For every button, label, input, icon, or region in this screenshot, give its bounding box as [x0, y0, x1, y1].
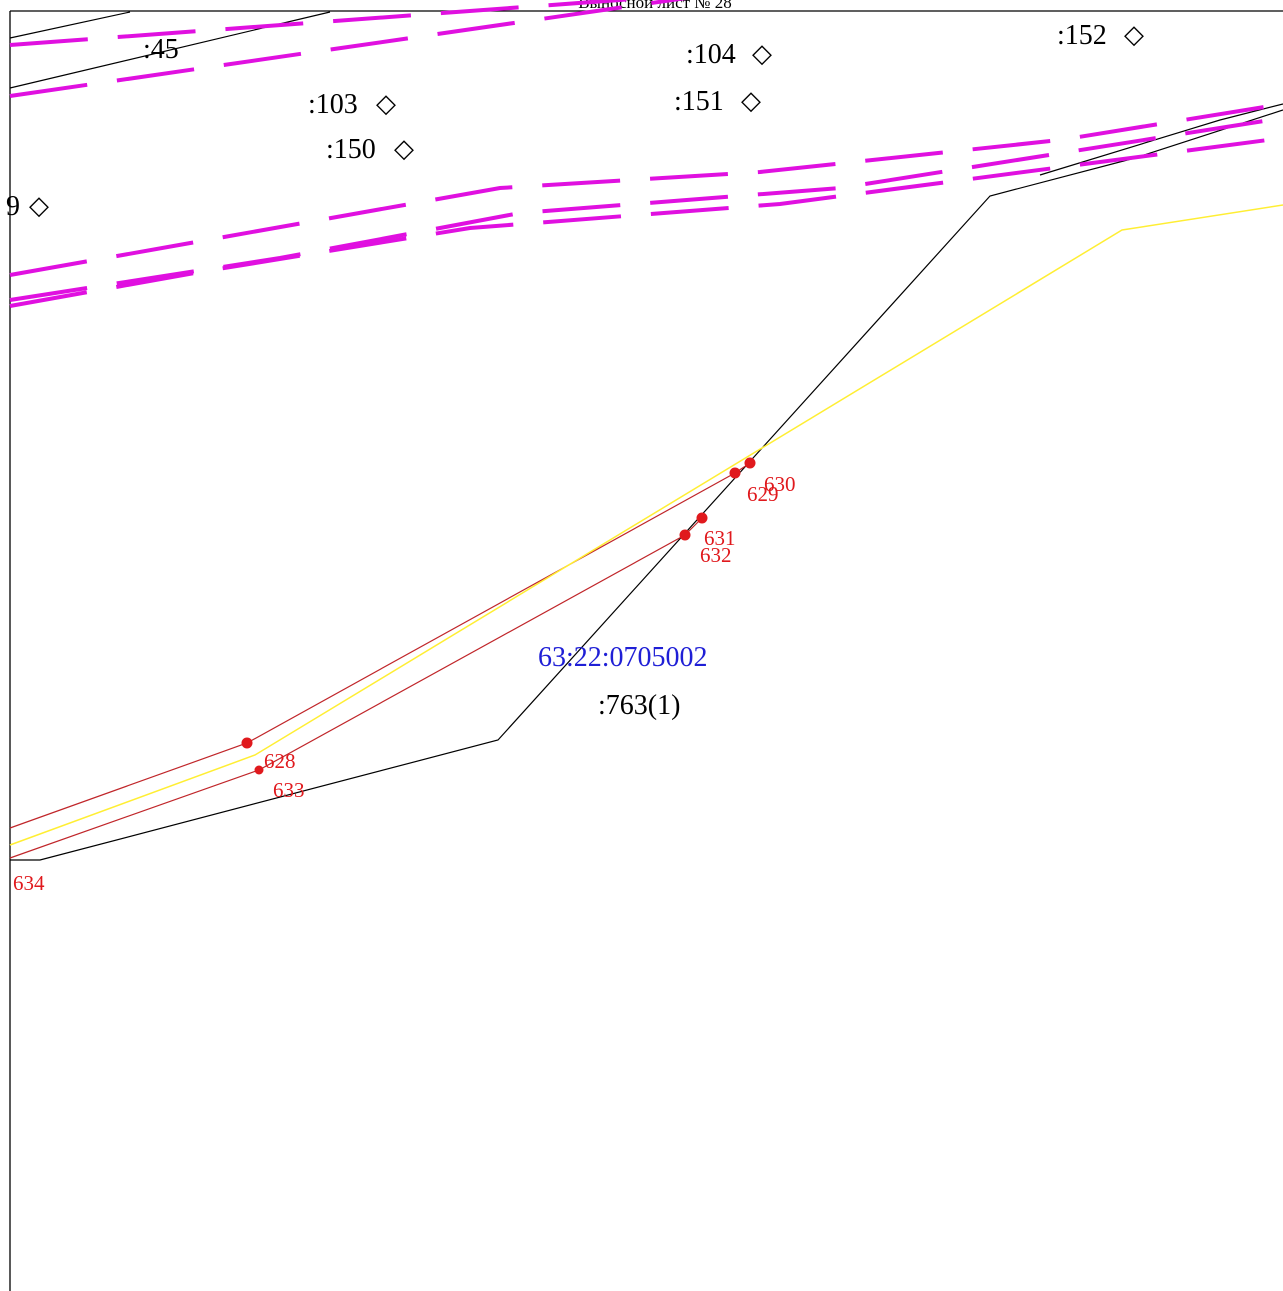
- zone-line-3: [9, 102, 1283, 277]
- point-label-628: 628: [264, 749, 296, 773]
- boundary-lines: [9, 11, 1283, 861]
- zone-line-4: [9, 116, 1283, 302]
- point-629[interactable]: [729, 467, 741, 479]
- boundary-line-top-1: [9, 11, 131, 39]
- sheet-frame: [9, 10, 1283, 1291]
- zone-line-2: [9, 0, 687, 98]
- diamond-icon: ◇: [1124, 20, 1144, 49]
- zone-line-5: [9, 136, 1283, 308]
- diamond-icon: ◇: [376, 89, 396, 118]
- point-label-632: 632: [700, 543, 732, 567]
- zone-dashed-lines: [9, 0, 1283, 308]
- axis-line: [9, 204, 1283, 846]
- point-630[interactable]: [744, 457, 756, 469]
- point-628[interactable]: [241, 737, 253, 749]
- plot-label-104: :104: [686, 39, 736, 70]
- red-corridor-lines: [9, 462, 751, 859]
- red-line-lower: [9, 517, 703, 859]
- diamond-icon: ◇: [29, 191, 49, 220]
- plot-label-103: :103: [308, 89, 358, 120]
- point-label-630: 630: [764, 472, 796, 496]
- zone-line-1: [9, 0, 646, 47]
- point-label-634: 634: [13, 871, 45, 895]
- boundary-line-parcel: [10, 109, 1283, 861]
- plot-labels: :45 :104 ◇ :152 ◇ :103 ◇ :151 ◇ :150 ◇ 9…: [6, 20, 1144, 222]
- plot-label-152: :152: [1057, 20, 1107, 51]
- point-632[interactable]: [679, 529, 691, 541]
- cadastral-quarter-label: 63:22:0705002: [538, 642, 708, 673]
- point-label-633: 633: [273, 778, 305, 802]
- plot-label-151: :151: [674, 86, 724, 117]
- parcel-label: :763(1): [598, 690, 680, 721]
- point-631[interactable]: [696, 512, 708, 524]
- boundary-line-right: [1039, 103, 1283, 176]
- plot-label-149: 9: [6, 191, 20, 222]
- point-labels: 630 629 631 632 628 633 634: [13, 472, 796, 895]
- point-label-629: 629: [747, 482, 779, 506]
- diamond-icon: ◇: [741, 86, 761, 115]
- point-633[interactable]: [254, 765, 264, 775]
- diamond-icon: ◇: [394, 134, 414, 163]
- red-points: [241, 457, 756, 775]
- red-line-upper: [9, 462, 751, 829]
- plot-label-45: :45: [143, 34, 179, 65]
- point-label-631: 631: [704, 526, 736, 550]
- diamond-icon: ◇: [752, 39, 772, 68]
- plot-label-150: :150: [326, 134, 376, 165]
